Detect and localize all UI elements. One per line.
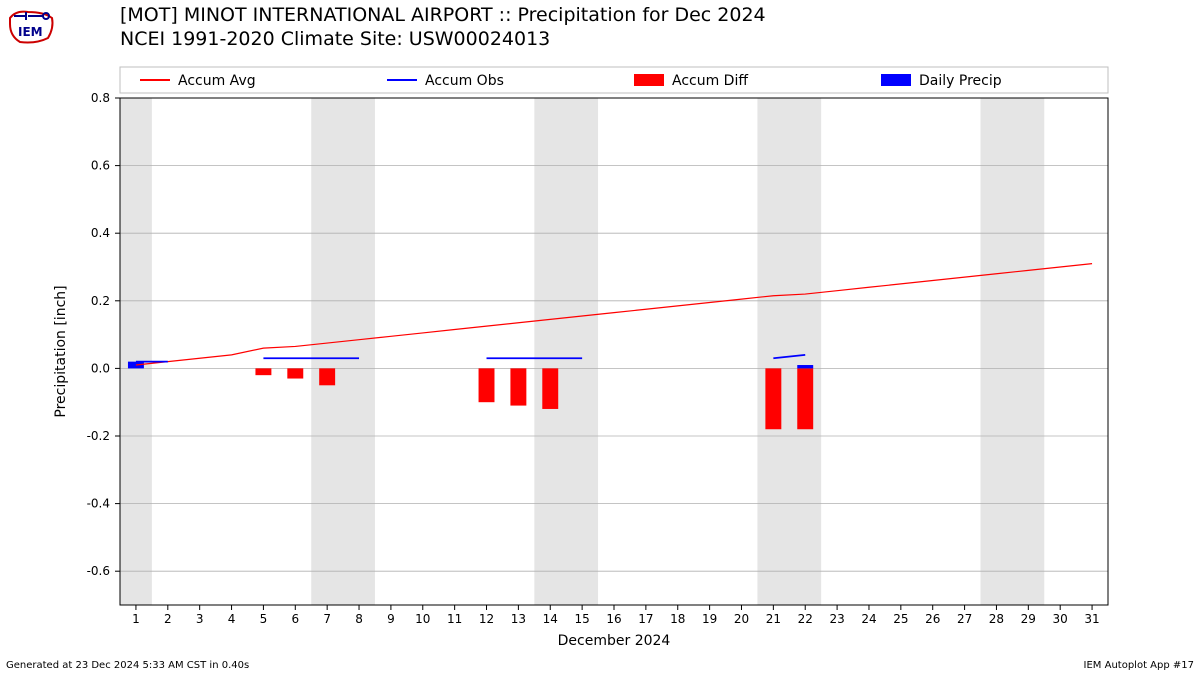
svg-text:23: 23 [829,612,844,626]
svg-text:6: 6 [291,612,299,626]
svg-text:30: 30 [1053,612,1068,626]
footer-app-id: IEM Autoplot App #17 [1084,660,1194,671]
svg-text:9: 9 [387,612,395,626]
svg-text:10: 10 [415,612,430,626]
svg-text:31: 31 [1084,612,1099,626]
svg-text:11: 11 [447,612,462,626]
svg-text:1: 1 [132,612,140,626]
svg-text:December 2024: December 2024 [558,633,671,649]
svg-text:14: 14 [543,612,558,626]
svg-text:8: 8 [355,612,363,626]
svg-text:17: 17 [638,612,653,626]
svg-text:28: 28 [989,612,1004,626]
svg-text:0.8: 0.8 [91,91,110,105]
svg-text:Daily Precip: Daily Precip [919,73,1002,89]
svg-text:4: 4 [228,612,236,626]
svg-text:18: 18 [670,612,685,626]
svg-text:Precipitation [inch]: Precipitation [inch] [53,285,69,417]
svg-text:13: 13 [511,612,526,626]
svg-text:20: 20 [734,612,749,626]
precipitation-chart: 1234567891011121314151617181920212223242… [0,0,1200,675]
svg-text:25: 25 [893,612,908,626]
svg-text:2: 2 [164,612,172,626]
svg-text:0.4: 0.4 [91,226,110,240]
svg-text:15: 15 [574,612,589,626]
svg-text:7: 7 [323,612,331,626]
svg-text:Accum Avg: Accum Avg [178,73,256,89]
svg-text:22: 22 [798,612,813,626]
svg-text:0.0: 0.0 [91,361,110,375]
svg-text:29: 29 [1021,612,1036,626]
svg-text:27: 27 [957,612,972,626]
svg-text:-0.6: -0.6 [87,564,110,578]
svg-text:19: 19 [702,612,717,626]
svg-text:-0.4: -0.4 [87,497,110,511]
svg-text:Accum Diff: Accum Diff [672,73,748,89]
svg-text:21: 21 [766,612,781,626]
svg-text:0.2: 0.2 [91,294,110,308]
svg-text:0.6: 0.6 [91,159,110,173]
svg-text:Accum Obs: Accum Obs [425,73,504,89]
svg-text:26: 26 [925,612,940,626]
svg-text:3: 3 [196,612,204,626]
footer-generated-timestamp: Generated at 23 Dec 2024 5:33 AM CST in … [6,660,249,671]
svg-text:-0.2: -0.2 [87,429,110,443]
svg-text:5: 5 [260,612,268,626]
svg-text:24: 24 [861,612,876,626]
svg-text:12: 12 [479,612,494,626]
svg-text:16: 16 [606,612,621,626]
